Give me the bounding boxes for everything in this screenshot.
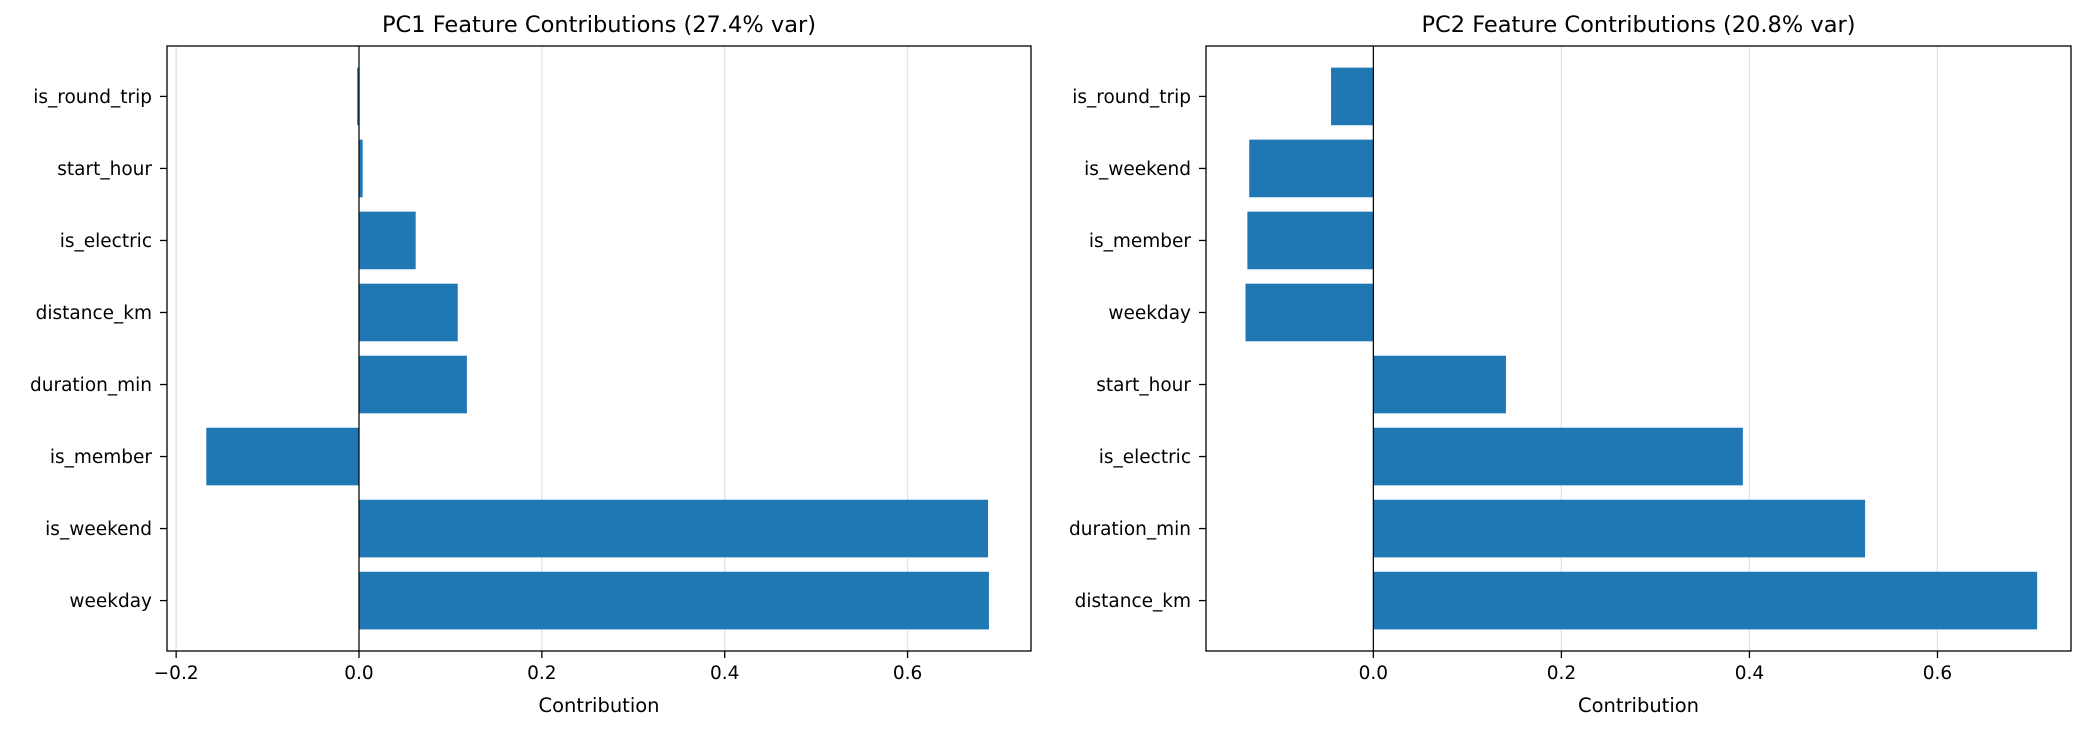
bar-start_hour[interactable]: [359, 139, 363, 198]
y-tick-label-is_member: is_member: [1089, 231, 1192, 252]
x-axis-label: Contribution: [538, 694, 659, 717]
bar-is_round_trip[interactable]: [1331, 67, 1374, 126]
chart-title: PC2 Feature Contributions (20.8% var): [1421, 12, 1855, 38]
y-tick-label-is_member: is_member: [50, 447, 153, 468]
x-tick-label: 0.4: [710, 663, 739, 684]
bar-weekday[interactable]: [359, 571, 989, 630]
y-tick-label-is_round_trip: is_round_trip: [1072, 87, 1191, 108]
bar-is_round_trip[interactable]: [357, 67, 359, 126]
x-tick-label: 0.6: [1923, 663, 1952, 684]
y-tick-label-duration_min: duration_min: [1069, 519, 1191, 540]
y-tick-label-start_hour: start_hour: [57, 159, 152, 180]
bar-is_electric[interactable]: [1373, 427, 1743, 486]
bar-is_member[interactable]: [206, 427, 359, 486]
y-tick-label-weekday: weekday: [69, 591, 152, 612]
plot-frame: [1205, 45, 2072, 652]
y-tick-label-distance_km: distance_km: [1075, 591, 1191, 612]
bar-duration_min[interactable]: [359, 355, 467, 414]
y-tick-label-is_weekend: is_weekend: [1084, 159, 1191, 180]
x-axis-label: Contribution: [1578, 694, 1699, 717]
y-tick-label-is_electric: is_electric: [60, 231, 152, 252]
bar-is_weekend[interactable]: [1249, 139, 1374, 198]
y-tick-label-is_round_trip: is_round_trip: [33, 87, 152, 108]
chart-title: PC1 Feature Contributions (27.4% var): [382, 12, 816, 38]
bar-weekday[interactable]: [1245, 283, 1374, 342]
pc2-chart: 0.0 0.2 0.4 0.6 is_round_trip is_weekend is_me…: [1069, 12, 2072, 717]
y-tick-label-start_hour: start_hour: [1096, 375, 1191, 396]
plot-frame: [166, 45, 1032, 652]
y-tick-label-is_electric: is_electric: [1099, 447, 1191, 468]
bar-distance_km[interactable]: [1373, 571, 2038, 630]
x-tick-label: 0.2: [527, 663, 556, 684]
bar-is_electric[interactable]: [359, 211, 416, 270]
bar-distance_km[interactable]: [359, 283, 458, 342]
x-tick-label: 0.6: [893, 663, 922, 684]
x-tick-label: 0.0: [344, 663, 373, 684]
x-tick-label: −0.2: [154, 663, 199, 684]
y-tick-label-distance_km: distance_km: [36, 303, 152, 324]
x-tick-label: 0.2: [1547, 663, 1576, 684]
bar-is_member[interactable]: [1247, 211, 1374, 270]
x-tick-label: 0.4: [1735, 663, 1764, 684]
y-tick-label-is_weekend: is_weekend: [45, 519, 152, 540]
y-tick-label-weekday: weekday: [1108, 303, 1191, 324]
bar-start_hour[interactable]: [1373, 355, 1506, 414]
y-tick-label-duration_min: duration_min: [30, 375, 152, 396]
bar-is_weekend[interactable]: [359, 499, 989, 558]
pc1-chart: −0.2 0.0 0.2 0.4 0.6 is_round_trip start_houri…: [30, 12, 1032, 717]
bar-duration_min[interactable]: [1373, 499, 1866, 558]
x-tick-label: 0.0: [1359, 663, 1388, 684]
